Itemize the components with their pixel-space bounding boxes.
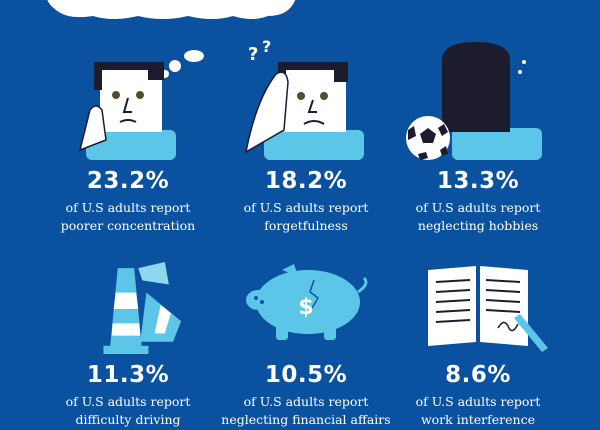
stat-caption-line1: of U.S adults report: [243, 394, 369, 409]
header-cloud: [47, 0, 296, 19]
svg-text:$: $: [298, 295, 313, 320]
svg-text:?: ?: [248, 44, 258, 65]
svg-text:?: ?: [262, 40, 271, 56]
traffic-cones-icon: [103, 262, 182, 354]
stat-percent: 11.3%: [86, 362, 170, 388]
confused-person-icon: ? ?: [244, 40, 364, 160]
person-with-soccer-ball-icon: [406, 42, 542, 160]
stat-caption-line2: neglecting hobbies: [417, 218, 539, 233]
stat-caption-line1: of U.S adults report: [415, 394, 541, 409]
stat-caption-line2: neglecting financial affairs: [221, 412, 391, 427]
stat-caption-line1: of U.S adults report: [415, 200, 541, 215]
stat-caption-line1: of U.S adults report: [65, 200, 191, 215]
stat-caption-line2: work interference: [420, 412, 536, 427]
stat-caption-line2: poorer concentration: [60, 218, 196, 233]
open-book-pen-icon: [428, 266, 548, 352]
stat-caption-line2: forgetfulness: [264, 218, 348, 233]
thinking-person-icon: [78, 50, 204, 160]
stat-caption-line1: of U.S adults report: [65, 394, 191, 409]
stat-caption-line1: of U.S adults report: [243, 200, 369, 215]
stat-percent: 8.6%: [445, 362, 511, 388]
stat-percent: 23.2%: [86, 168, 170, 194]
stat-percent: 10.5%: [264, 362, 348, 388]
stat-caption-line2: difficulty driving: [75, 412, 181, 427]
piggy-bank-icon: $: [246, 264, 368, 340]
stat-percent: 18.2%: [264, 168, 348, 194]
stat-percent: 13.3%: [436, 168, 520, 194]
